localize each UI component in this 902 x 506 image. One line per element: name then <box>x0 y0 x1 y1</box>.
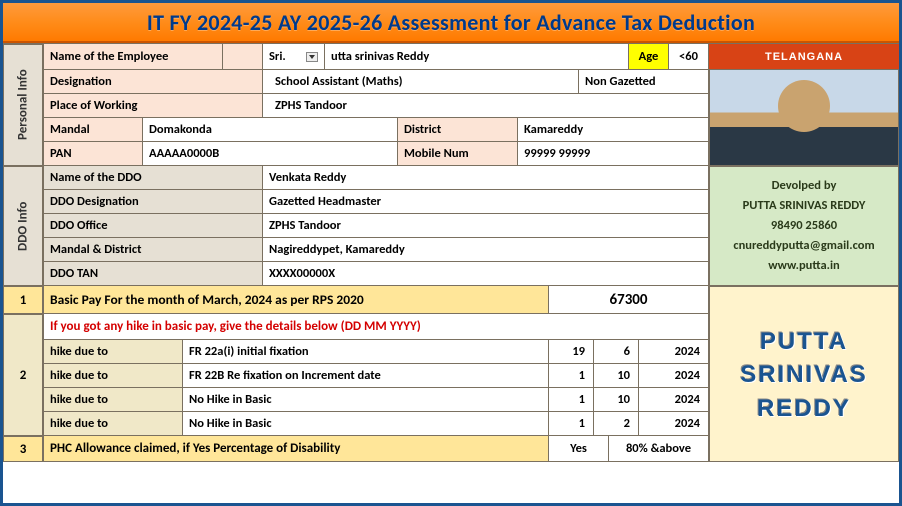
ddo-tan-value[interactable]: XXXX00000X <box>263 262 709 285</box>
hike-dd[interactable]: 1 <box>549 388 594 411</box>
ddo-md-label: Mandal & District <box>43 238 263 261</box>
hike-row: hike due toFR 22a(i) initial fixation196… <box>43 340 709 364</box>
hike-row: hike due toNo Hike in Basic1102024 <box>43 388 709 412</box>
hike-yyyy[interactable]: 2024 <box>639 364 709 387</box>
pan-value[interactable]: AAAAA0000B <box>143 142 398 165</box>
hike-yyyy[interactable]: 2024 <box>639 340 709 363</box>
hike-reason[interactable]: No Hike in Basic <box>183 388 549 411</box>
basic-pay-label: Basic Pay For the month of March, 2024 a… <box>43 286 549 313</box>
hike-reason[interactable]: No Hike in Basic <box>183 412 549 435</box>
basic-pay-value[interactable]: 67300 <box>549 286 709 313</box>
row-num-1: 1 <box>3 286 43 314</box>
state-banner: TELANGANA <box>709 44 899 69</box>
gazette-value[interactable]: Non Gazetted <box>579 70 709 93</box>
ddo-desig-label: DDO Designation <box>43 190 263 213</box>
hike-reason[interactable]: FR 22a(i) initial fixation <box>183 340 549 363</box>
designation-value[interactable]: School Assistant (Maths) <box>263 70 579 93</box>
phc-pct[interactable]: 80% &above <box>609 436 709 461</box>
pan-label: PAN <box>43 142 143 165</box>
hike-dd[interactable]: 19 <box>549 340 594 363</box>
district-value[interactable]: Kamareddy <box>518 118 709 141</box>
spacer <box>223 44 263 69</box>
avatar-photo <box>709 70 899 166</box>
row-num-2: 2 <box>3 314 43 436</box>
prefix-value: Sri. <box>269 49 286 64</box>
hike-yyyy[interactable]: 2024 <box>639 412 709 435</box>
hike-mm[interactable]: 2 <box>594 412 639 435</box>
hike-row: hike due toFR 22B Re fixation on Increme… <box>43 364 709 388</box>
name-label: Name of the Employee <box>43 44 223 69</box>
hike-mm[interactable]: 10 <box>594 364 639 387</box>
brand-box-top <box>709 286 899 314</box>
mobile-value[interactable]: 99999 99999 <box>518 142 709 165</box>
mobile-label: Mobile Num <box>398 142 518 165</box>
title-bar: IT FY 2024-25 AY 2025-26 Assessment for … <box>3 3 899 43</box>
dev-name: PUTTA SRINIVAS REDDY <box>743 196 866 216</box>
mandal-label: Mandal <box>43 118 143 141</box>
brand-l1: PUTTA <box>760 325 848 359</box>
person-icon <box>710 70 898 165</box>
brand-l3: REDDY <box>757 392 851 426</box>
section-header-personal: Personal Info <box>3 44 43 166</box>
hike-header: If you got any hike in basic pay, give t… <box>43 314 709 339</box>
ddo-tan-label: DDO TAN <box>43 262 263 285</box>
content-area: Personal Info Name of the Employee Sri. … <box>3 43 899 503</box>
hikes-container: hike due toFR 22a(i) initial fixation196… <box>43 340 709 436</box>
ddo-md-value[interactable]: Nagireddypet, Kamareddy <box>263 238 709 261</box>
ddo-name-label: Name of the DDO <box>43 166 263 189</box>
ddo-office-value[interactable]: ZPHS Tandoor <box>263 214 709 237</box>
hike-dd[interactable]: 1 <box>549 364 594 387</box>
mandal-value[interactable]: Domakonda <box>143 118 398 141</box>
hike-label: hike due to <box>43 364 183 387</box>
employee-name[interactable]: utta srinivas Reddy <box>325 44 629 69</box>
hike-dd[interactable]: 1 <box>549 412 594 435</box>
prefix-select[interactable]: Sri. <box>263 44 325 69</box>
app-frame: IT FY 2024-25 AY 2025-26 Assessment for … <box>0 0 902 506</box>
row-num-3: 3 <box>3 436 43 462</box>
ddo-name-value[interactable]: Venkata Reddy <box>263 166 709 189</box>
developer-box: Devolped by PUTTA SRINIVAS REDDY 98490 2… <box>709 166 899 286</box>
page-title: IT FY 2024-25 AY 2025-26 Assessment for … <box>147 9 755 36</box>
hike-label: hike due to <box>43 340 183 363</box>
district-label: District <box>398 118 518 141</box>
age-label: Age <box>629 44 669 69</box>
dev-heading: Devolped by <box>772 176 837 196</box>
brand-l2: SRINIVAS <box>740 358 868 392</box>
ddo-desig-value[interactable]: Gazetted Headmaster <box>263 190 709 213</box>
ddo-office-label: DDO Office <box>43 214 263 237</box>
brand-box-bottom <box>709 436 899 462</box>
phc-label: PHC Allowance claimed, if Yes Percentage… <box>43 436 549 461</box>
pow-label: Place of Working <box>43 94 263 117</box>
age-value[interactable]: <60 <box>669 44 709 69</box>
dev-email: cnureddyputta@gmail.com <box>733 236 874 256</box>
chevron-down-icon <box>306 52 318 62</box>
hike-label: hike due to <box>43 388 183 411</box>
phc-yes[interactable]: Yes <box>549 436 609 461</box>
brand-box: PUTTA SRINIVAS REDDY <box>709 314 899 436</box>
hike-mm[interactable]: 6 <box>594 340 639 363</box>
section-header-ddo: DDO Info <box>3 166 43 286</box>
hike-yyyy[interactable]: 2024 <box>639 388 709 411</box>
designation-label: Designation <box>43 70 263 93</box>
hike-label: hike due to <box>43 412 183 435</box>
hike-reason[interactable]: FR 22B Re fixation on Increment date <box>183 364 549 387</box>
pow-value[interactable]: ZPHS Tandoor <box>263 94 709 117</box>
hike-row: hike due toNo Hike in Basic122024 <box>43 412 709 436</box>
dev-phone: 98490 25860 <box>771 216 837 236</box>
hike-mm[interactable]: 10 <box>594 388 639 411</box>
dev-site: www.putta.in <box>768 256 839 276</box>
